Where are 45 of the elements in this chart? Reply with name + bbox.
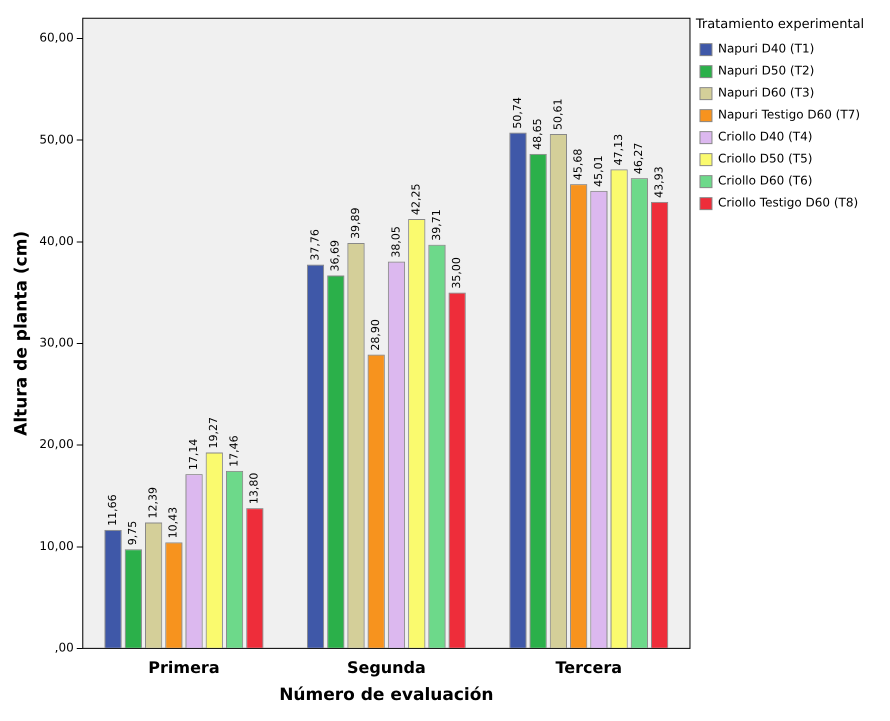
data-label: 46,27 xyxy=(632,142,646,174)
data-label: 50,61 xyxy=(551,98,564,130)
data-label: 48,65 xyxy=(531,118,544,150)
legend-label: Criollo D50 (T5) xyxy=(718,152,812,166)
data-label: 47,13 xyxy=(612,134,625,166)
legend-label: Napuri Testigo D60 (T7) xyxy=(718,108,860,122)
data-label: 36,69 xyxy=(328,240,342,272)
data-label: 37,76 xyxy=(308,229,322,261)
y-tick-label: 20,00 xyxy=(39,437,74,452)
legend-label: Criollo Testigo D60 (T8) xyxy=(718,196,858,210)
data-label: 17,46 xyxy=(227,435,240,467)
data-label: 42,25 xyxy=(410,183,423,215)
legend-label: Criollo D60 (T6) xyxy=(718,174,812,188)
data-label: 10,43 xyxy=(166,506,180,538)
data-label: 17,14 xyxy=(186,438,200,470)
y-tick-label: 50,00 xyxy=(39,132,74,146)
x-tick-label: Tercera xyxy=(555,658,622,678)
y-axis-title: Altura de planta (cm) xyxy=(12,230,32,436)
data-label: 38,05 xyxy=(389,226,402,258)
y-tick-label: 10,00 xyxy=(39,538,74,553)
y-tick-label: 40,00 xyxy=(39,234,74,248)
data-label: 12,39 xyxy=(146,486,160,518)
y-tick-label: 60,00 xyxy=(39,30,74,45)
legend-label: Napuri D60 (T3) xyxy=(718,86,814,100)
data-label: 11,66 xyxy=(106,494,119,526)
data-label: 35,00 xyxy=(450,257,464,289)
data-label: 45,01 xyxy=(592,155,605,187)
y-tick-label: 30,00 xyxy=(39,336,74,350)
y-tick-label: ,00 xyxy=(54,640,74,655)
data-label: 13,80 xyxy=(248,472,261,504)
data-label: 19,27 xyxy=(207,417,220,449)
data-label: 39,89 xyxy=(348,207,362,239)
data-label: 9,75 xyxy=(126,520,140,546)
data-label: 28,90 xyxy=(369,319,382,351)
data-label: 45,68 xyxy=(572,148,585,180)
legend-label: Napuri D40 (T1) xyxy=(718,42,814,56)
legend-label: Criollo D40 (T4) xyxy=(718,130,812,144)
x-axis-title: Número de evaluación xyxy=(279,685,494,706)
legend-label: Napuri D50 (T2) xyxy=(718,64,814,78)
data-label: 39,71 xyxy=(430,209,443,241)
data-label: 50,74 xyxy=(510,97,524,129)
x-tick-label: Primera xyxy=(148,658,220,678)
x-tick-label: Segunda xyxy=(346,658,426,678)
legend-title: Tratamiento experimental xyxy=(694,16,864,32)
data-label: 43,93 xyxy=(652,166,666,198)
